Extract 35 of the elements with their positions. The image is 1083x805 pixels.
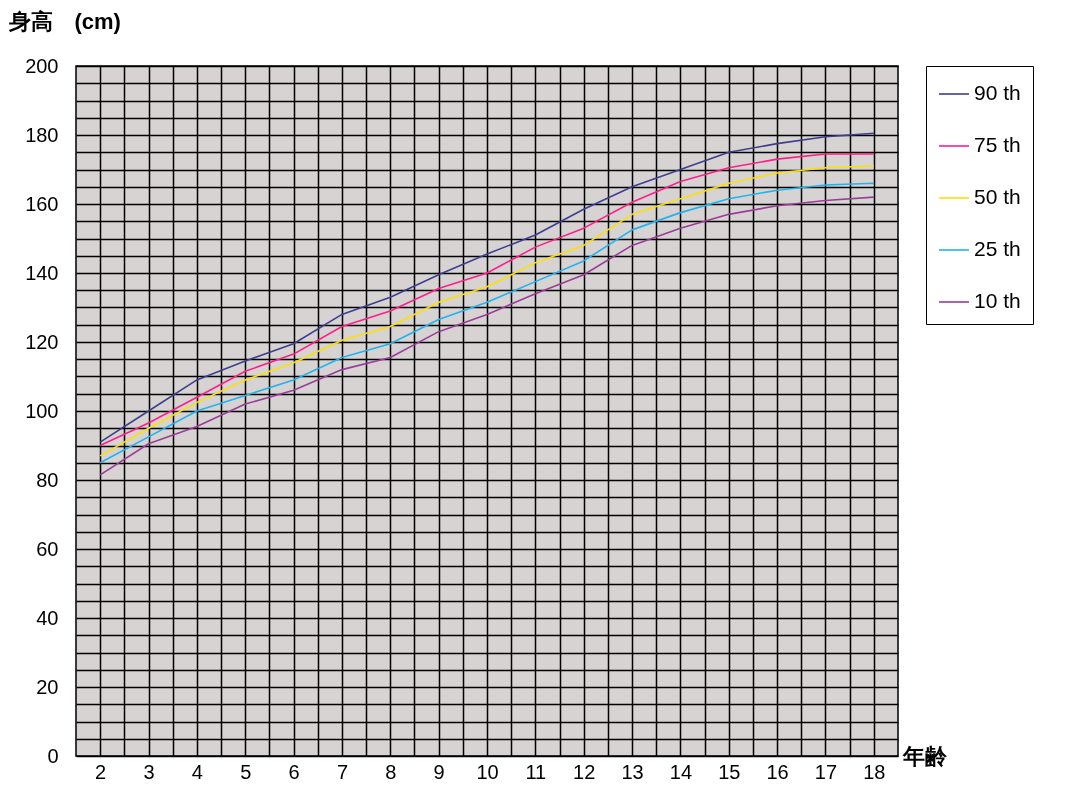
y-tick-label: 80: [36, 468, 59, 491]
y-tick-label: 60: [36, 537, 59, 560]
x-tick-label: 8: [385, 760, 397, 783]
legend-label: 90 th: [974, 81, 1021, 104]
x-tick-label: 12: [573, 760, 596, 783]
x-tick-label: 9: [433, 760, 445, 783]
x-tick-label: 15: [718, 760, 741, 783]
x-tick-label: 6: [288, 760, 300, 783]
x-tick-label: 18: [863, 760, 886, 783]
y-axis-title: 身高 (cm): [7, 8, 121, 34]
legend-label: 25 th: [974, 237, 1021, 260]
x-tick-label: 17: [814, 760, 838, 783]
y-tick-label: 160: [25, 192, 59, 215]
y-tick-label: 140: [25, 261, 59, 284]
y-tick-label: 20: [36, 675, 59, 698]
x-tick-label: 13: [621, 760, 644, 783]
legend-label: 10 th: [974, 289, 1021, 312]
x-tick-label: 10: [476, 760, 499, 783]
x-tick-label: 16: [766, 760, 789, 783]
x-tick-label: 2: [95, 760, 107, 783]
x-axis-title: 年齢: [901, 743, 948, 769]
legend-label: 50 th: [974, 185, 1021, 208]
x-tick-label: 5: [240, 760, 252, 783]
x-tick-label: 3: [143, 760, 155, 783]
x-tick-label: 14: [669, 760, 693, 783]
y-tick-label: 120: [25, 330, 59, 353]
x-tick-label: 4: [191, 760, 203, 783]
y-tick-label: 200: [25, 54, 59, 77]
x-tick-label: 11: [525, 760, 547, 783]
y-tick-label: 180: [25, 123, 59, 146]
legend-label: 75 th: [974, 133, 1021, 156]
y-tick-label: 0: [47, 744, 59, 767]
y-tick-label: 100: [25, 399, 59, 422]
x-tick-label: 7: [336, 760, 348, 783]
y-tick-label: 40: [36, 606, 59, 629]
